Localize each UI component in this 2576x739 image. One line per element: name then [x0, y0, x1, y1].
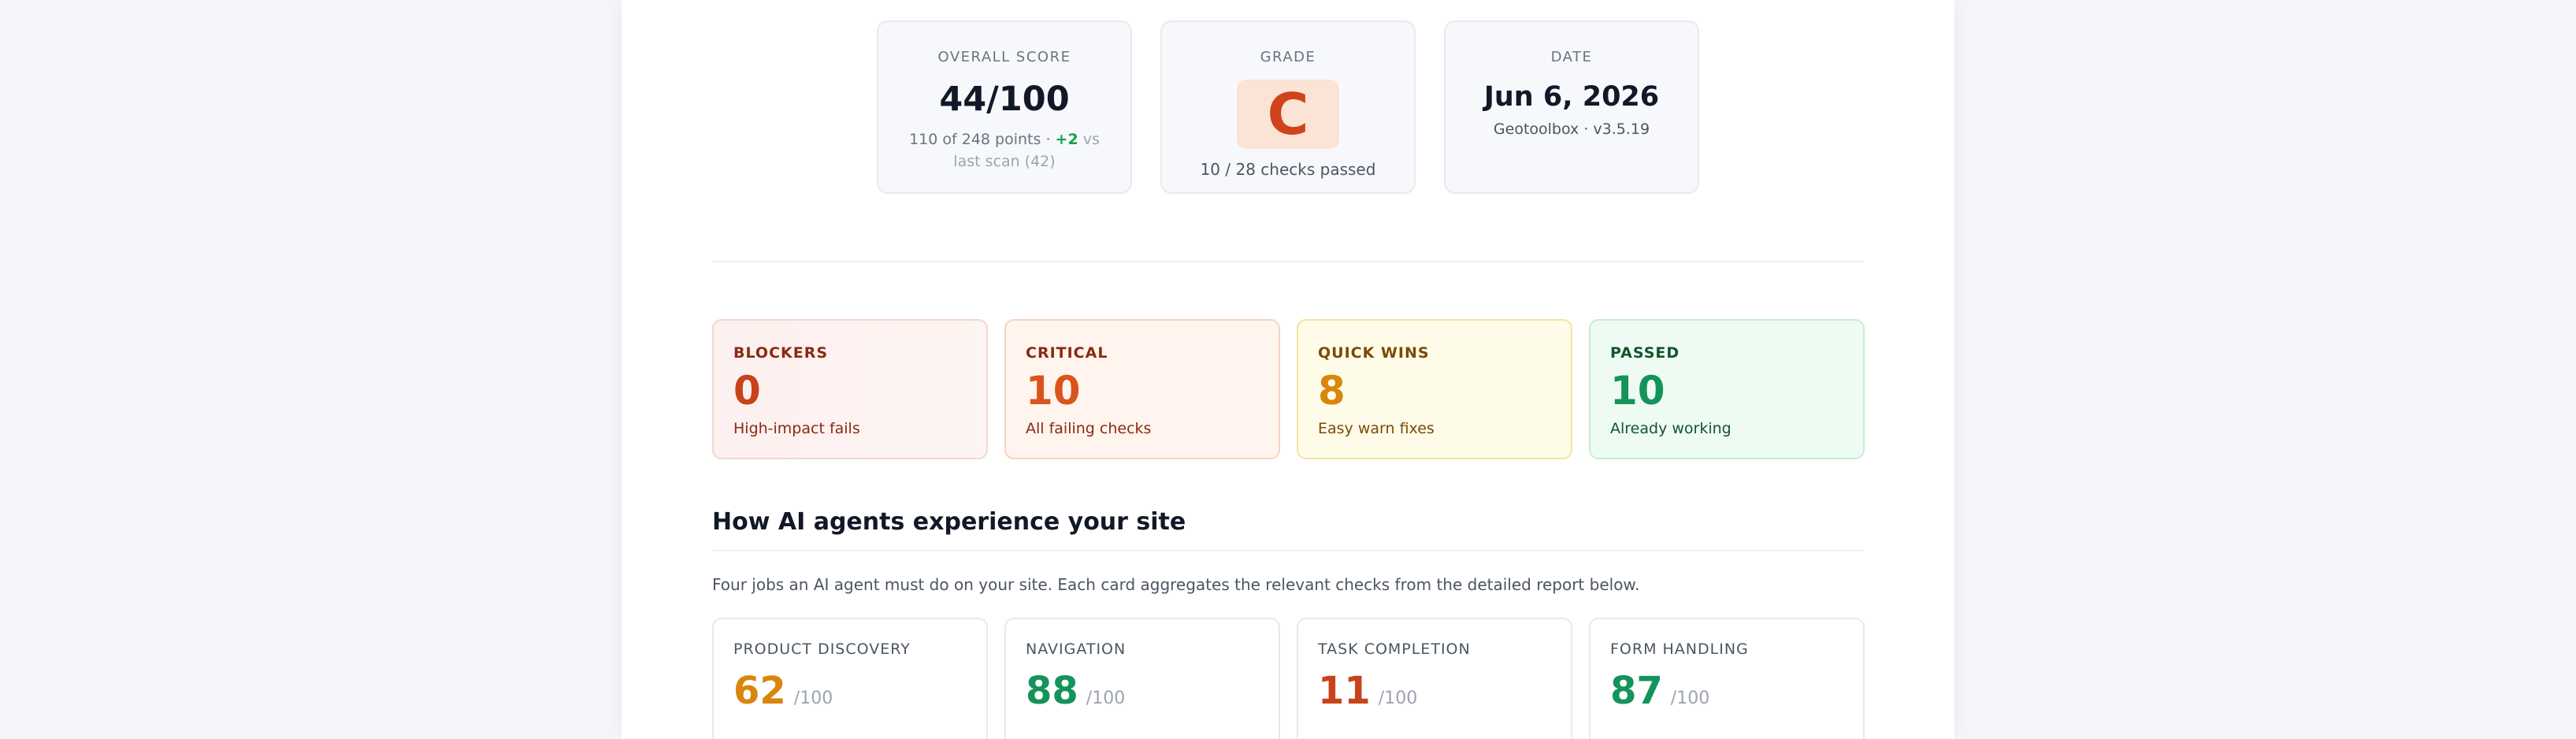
agent-score-value: 87 — [1610, 669, 1663, 713]
overall-score-label: OVERALL SCORE — [937, 49, 1071, 65]
score-delta: +2 — [1055, 131, 1078, 148]
report-page: OVERALL SCORE 44/100 110 of 248 points ·… — [622, 0, 1954, 739]
agent-card-score: 87 /100 — [1610, 669, 1863, 713]
stat-value: 10 — [1610, 368, 1665, 414]
stat-description: Easy warn fixes — [1318, 420, 1435, 437]
tool-version: Geotoolbox · v3.5.19 — [1493, 121, 1650, 138]
agent-score-value: 88 — [1026, 669, 1078, 713]
stat-card-critical: CRITICAL 10 All failing checks — [1004, 319, 1280, 459]
agent-card-product-discovery: PRODUCT DISCOVERY 62 /100 — [712, 618, 988, 739]
checks-passed: 10 / 28 checks passed — [1200, 160, 1376, 179]
stat-value: 0 — [733, 368, 761, 414]
agent-score-max: /100 — [1670, 689, 1710, 708]
agent-card-score: 88 /100 — [1026, 669, 1279, 713]
stat-card-quick-wins: QUICK WINS 8 Easy warn fixes — [1297, 319, 1572, 459]
delta-suffix: vs last scan (42) — [953, 131, 1100, 170]
stat-description: All failing checks — [1026, 420, 1152, 437]
stat-label: QUICK WINS — [1318, 344, 1430, 362]
overall-score-value: 44/100 — [939, 80, 1070, 119]
agent-card-form-handling: FORM HANDLING 87 /100 — [1589, 618, 1865, 739]
stat-label: PASSED — [1610, 344, 1680, 362]
stat-card-passed: PASSED 10 Already working — [1589, 319, 1865, 459]
scan-date: Jun 6, 2026 — [1483, 81, 1660, 113]
agent-score-max: /100 — [1086, 689, 1126, 708]
grade-badge: C — [1237, 80, 1339, 149]
agent-card-navigation: NAVIGATION 88 /100 — [1004, 618, 1280, 739]
date-card: DATE Jun 6, 2026 Geotoolbox · v3.5.19 — [1444, 20, 1699, 194]
section-title-divider — [712, 550, 1864, 551]
agent-card-task-completion: TASK COMPLETION 11 /100 — [1297, 618, 1572, 739]
agent-score-max: /100 — [1378, 689, 1418, 708]
agent-card-label: NAVIGATION — [1026, 641, 1127, 658]
stat-value: 10 — [1026, 368, 1081, 414]
overall-score-detail: 110 of 248 points · +2 vs last scan (42) — [902, 128, 1107, 173]
points-text: 110 of 248 points · — [909, 131, 1051, 148]
agent-card-score: 11 /100 — [1318, 669, 1571, 713]
agent-card-label: PRODUCT DISCOVERY — [733, 641, 911, 658]
grade-label: GRADE — [1260, 49, 1316, 65]
stat-description: High-impact fails — [733, 420, 860, 437]
agent-score-value: 62 — [733, 669, 786, 713]
stat-value: 8 — [1318, 368, 1346, 414]
stat-card-blockers: BLOCKERS 0 High-impact fails — [712, 319, 988, 459]
agent-card-score: 62 /100 — [733, 669, 986, 713]
overall-score-card: OVERALL SCORE 44/100 110 of 248 points ·… — [877, 20, 1132, 194]
stat-description: Already working — [1610, 420, 1732, 437]
section-title: How AI agents experience your site — [712, 508, 1186, 536]
agent-card-label: FORM HANDLING — [1610, 641, 1749, 658]
grade-card: GRADE C 10 / 28 checks passed — [1160, 20, 1416, 194]
agent-score-max: /100 — [793, 689, 833, 708]
agent-card-label: TASK COMPLETION — [1318, 641, 1471, 658]
stat-label: BLOCKERS — [733, 344, 829, 362]
agent-score-value: 11 — [1318, 669, 1371, 713]
section-divider — [712, 261, 1864, 262]
date-label: DATE — [1550, 49, 1593, 65]
stat-label: CRITICAL — [1026, 344, 1108, 362]
section-description: Four jobs an AI agent must do on your si… — [712, 575, 1640, 594]
